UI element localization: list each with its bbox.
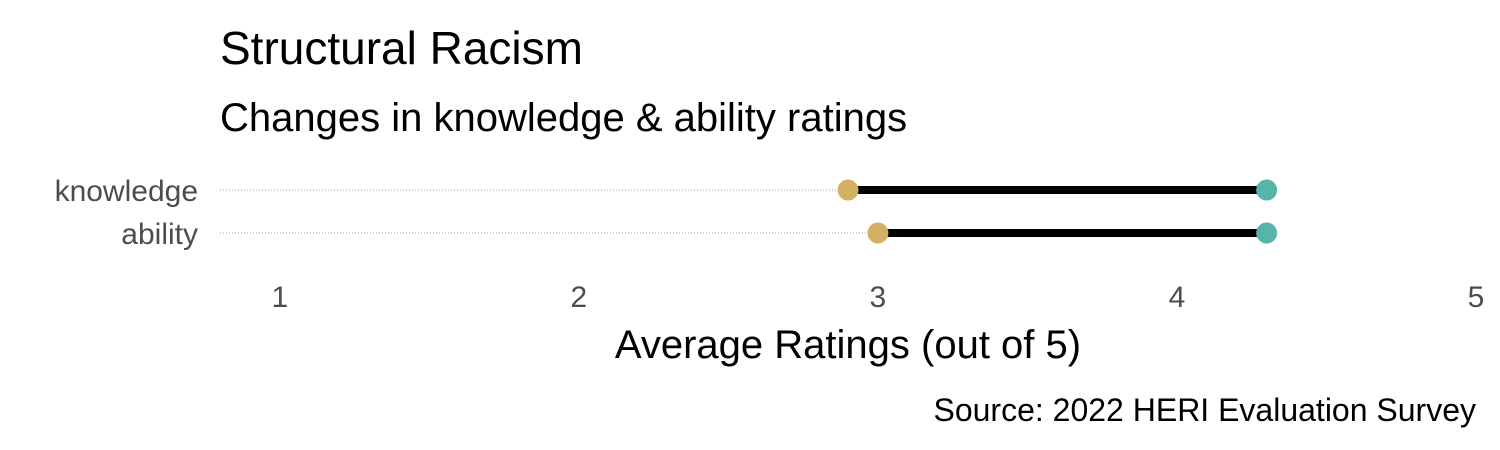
end-point-ability — [1256, 222, 1278, 244]
plot-area: knowledge ability — [55, 175, 1278, 251]
y-axis-label: ability — [121, 218, 198, 251]
x-tick-label: 1 — [271, 281, 288, 314]
x-axis-title: Average Ratings (out of 5) — [615, 323, 1081, 367]
chart-caption: Source: 2022 HERI Evaluation Survey — [933, 392, 1476, 428]
x-tick-label: 5 — [1468, 281, 1485, 314]
start-point-knowledge — [837, 179, 859, 201]
x-tick-label: 4 — [1169, 281, 1186, 314]
y-axis-label: knowledge — [55, 175, 198, 208]
chart-subtitle: Changes in knowledge & ability ratings — [220, 96, 907, 140]
x-tick-label: 2 — [571, 281, 588, 314]
end-point-knowledge — [1256, 179, 1278, 201]
x-tick-label: 3 — [870, 281, 887, 314]
chart-title: Structural Racism — [220, 22, 583, 74]
x-axis: 1 2 3 4 5 — [271, 281, 1484, 314]
start-point-ability — [867, 222, 889, 244]
